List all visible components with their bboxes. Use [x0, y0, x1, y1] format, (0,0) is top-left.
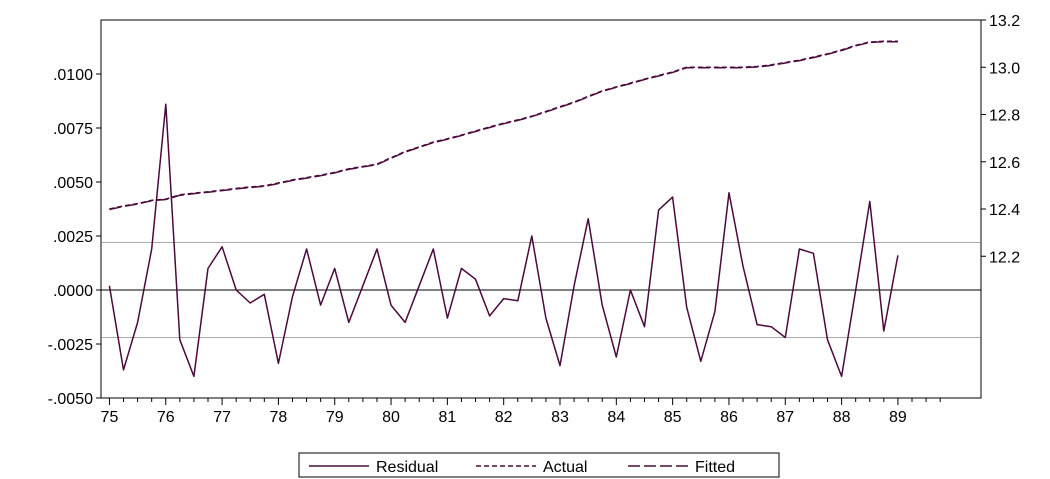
- left-axis: -.0050 -.0025 .0000 .0025 .0050 .0075 .0100: [48, 67, 101, 408]
- right-axis-tick-label: 13.2: [989, 13, 1020, 30]
- x-axis-tick-label: 78: [270, 409, 288, 426]
- x-axis-tick-label: 87: [776, 409, 794, 426]
- legend-box: [298, 452, 780, 478]
- left-axis-tick-label: .0100: [53, 67, 93, 84]
- left-axis-tick-label: .0075: [53, 121, 93, 138]
- right-axis-tick-label: 12.6: [989, 155, 1020, 172]
- x-axis-tick-label: 85: [664, 409, 682, 426]
- x-axis-tick-label: 79: [326, 409, 344, 426]
- right-axis-tick-label: 12.2: [989, 249, 1020, 266]
- legend-label-fitted: Fitted: [695, 459, 735, 476]
- right-axis: 12.2 12.4 12.6 12.8 13.0 13.2: [981, 13, 1020, 266]
- series-line-fitted: [109, 40, 898, 211]
- x-axis-tick-label: 81: [438, 409, 456, 426]
- x-axis-tick-label: 76: [157, 409, 175, 426]
- x-axis-tick-label: 83: [551, 409, 569, 426]
- right-axis-tick-label: 13.0: [989, 60, 1020, 77]
- right-axis-tick-label: 12.4: [989, 202, 1020, 219]
- x-axis-tick-label: 82: [495, 409, 513, 426]
- x-axis: 75 76 77 78 79 80 81 82 83 84 85 86 87 88 89: [101, 398, 941, 426]
- series-lines: [108, 40, 899, 378]
- left-axis-tick-label: .0050: [53, 175, 93, 192]
- series-line-actual: [109, 40, 898, 210]
- x-axis-tick-label: 86: [720, 409, 738, 426]
- x-axis-tick-label: 88: [833, 409, 851, 426]
- left-axis-tick-label: .0000: [53, 283, 93, 300]
- x-axis-tick-label: 75: [101, 409, 119, 426]
- x-axis-tick-label: 84: [607, 409, 625, 426]
- left-axis-tick-label: .0025: [53, 229, 93, 246]
- left-axis-tick-label: -.0050: [48, 391, 93, 408]
- plot-frame: [100, 19, 982, 399]
- left-axis-tick-label: -.0025: [48, 337, 93, 354]
- x-axis-tick-label: 80: [382, 409, 400, 426]
- x-axis-tick-label: 77: [213, 409, 231, 426]
- legend-label-actual: Actual: [543, 459, 587, 476]
- legend-label-residual: Residual: [376, 459, 438, 476]
- right-axis-tick-label: 12.8: [989, 108, 1020, 125]
- legend: Residual Actual Fitted: [298, 452, 780, 478]
- x-axis-tick-label: 89: [889, 409, 907, 426]
- series-line-residual: [108, 103, 899, 378]
